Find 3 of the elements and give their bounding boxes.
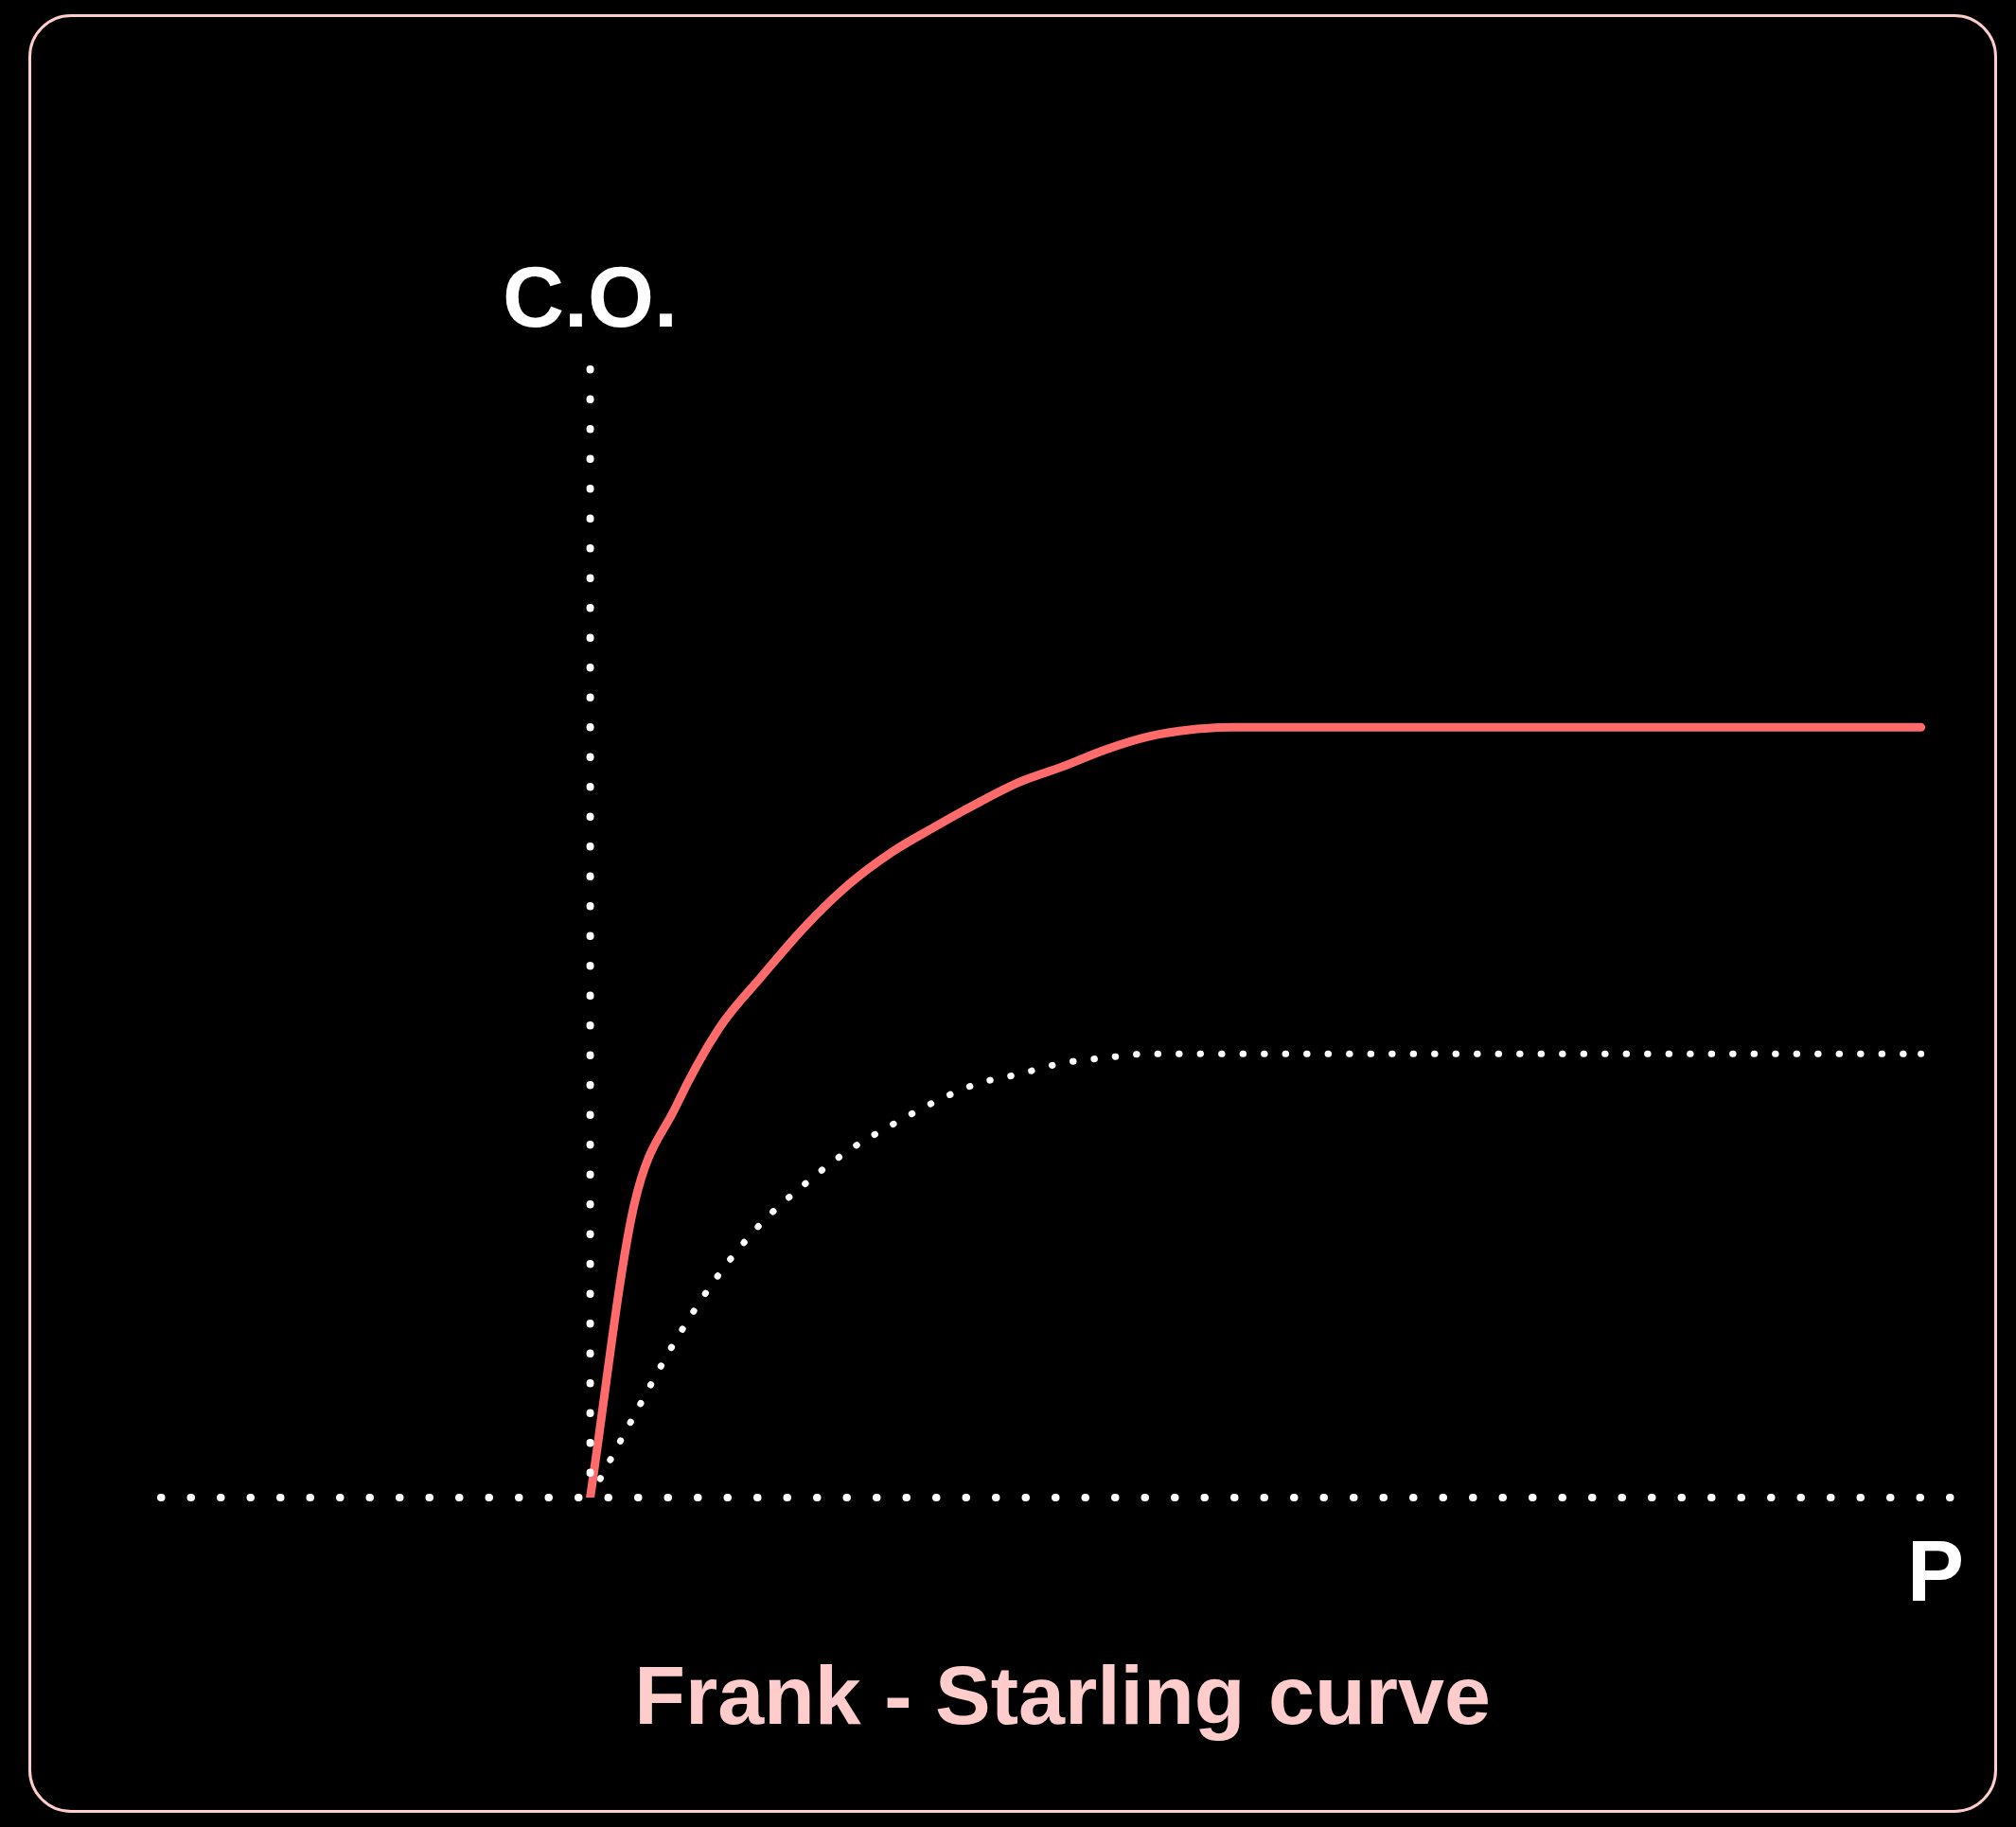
text: Frank - Starling curve [634, 1648, 1491, 1743]
x-axis-title: P [1906, 1524, 1964, 1620]
y-axis-title: C.O. [503, 249, 679, 345]
